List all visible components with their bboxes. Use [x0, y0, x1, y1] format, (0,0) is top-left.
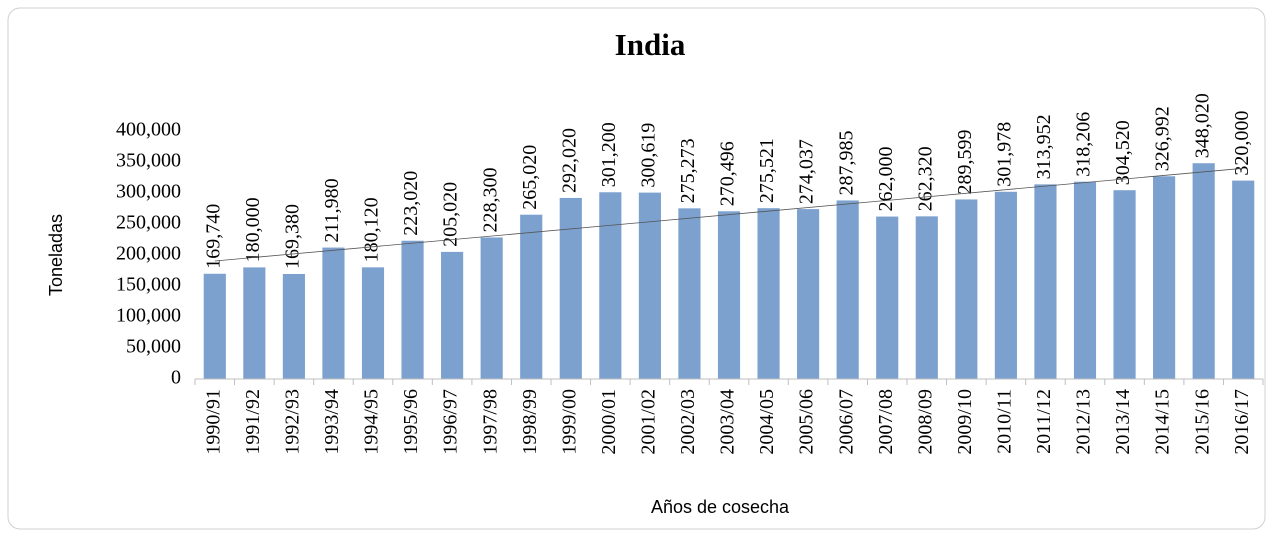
value-label: 265,020	[519, 145, 541, 210]
value-label: 262,320	[914, 146, 936, 211]
chart-border	[7, 7, 1266, 530]
bar	[1073, 181, 1097, 379]
value-label: 348,020	[1191, 93, 1213, 158]
value-label: 270,496	[717, 141, 739, 206]
value-label: 313,952	[1033, 114, 1055, 179]
x-tick-label: 2013/14	[1112, 389, 1134, 455]
bar	[559, 197, 582, 379]
bar	[203, 273, 226, 379]
x-tick-label: 1993/94	[321, 389, 343, 455]
bar	[836, 200, 859, 379]
value-label: 211,980	[321, 178, 343, 242]
x-axis-title: Años de cosecha	[651, 497, 790, 517]
value-label: 180,000	[242, 197, 264, 262]
x-tick-label: 2011/12	[1033, 389, 1055, 454]
bar	[638, 192, 661, 379]
y-tick-label: 400,000	[116, 119, 181, 141]
bar	[520, 214, 543, 379]
bar	[757, 208, 780, 379]
x-tick-label: 1999/00	[558, 389, 580, 455]
x-tick-label: 2003/04	[717, 389, 739, 455]
bar	[441, 251, 464, 379]
x-tick-label: 2007/08	[875, 389, 897, 455]
bar	[1113, 190, 1136, 379]
bar	[1034, 184, 1057, 379]
y-tick-label: 100,000	[116, 305, 181, 327]
value-label: 274,037	[796, 139, 818, 204]
trend-line	[214, 167, 1244, 262]
value-label: 320,000	[1231, 111, 1253, 176]
y-tick-label: 200,000	[116, 243, 181, 265]
bar	[915, 216, 938, 379]
x-tick-label: 1997/98	[479, 389, 501, 455]
value-label: 301,978	[993, 122, 1015, 187]
x-tick-label: 2002/03	[677, 389, 699, 455]
bar	[282, 273, 305, 379]
value-label: 169,740	[202, 204, 224, 269]
value-label: 318,206	[1073, 112, 1095, 177]
bar	[599, 192, 622, 379]
bar	[480, 237, 503, 379]
x-tick-label: 2001/02	[637, 389, 659, 455]
value-label: 223,020	[400, 171, 422, 236]
bar	[322, 247, 345, 379]
bar	[797, 209, 820, 379]
value-label: 180,120	[361, 197, 383, 262]
x-tick-label: 1998/99	[519, 389, 541, 455]
x-tick-label: 2000/01	[598, 389, 620, 455]
value-label: 205,020	[440, 182, 462, 247]
x-tick-label: 2006/07	[835, 389, 857, 455]
x-tick-label: 1992/93	[281, 389, 303, 455]
bar	[1232, 180, 1255, 379]
x-tick-label: 2015/16	[1191, 389, 1213, 455]
y-tick-label: 300,000	[116, 181, 181, 203]
bar	[1192, 163, 1215, 379]
y-tick-label: 250,000	[116, 212, 181, 234]
bar	[243, 267, 266, 379]
x-tick-label: 2014/15	[1152, 389, 1174, 455]
bar	[876, 216, 899, 379]
x-tick-label: 1994/95	[361, 389, 383, 455]
value-label: 289,599	[954, 129, 976, 194]
x-tick-label: 2010/11	[993, 389, 1015, 454]
x-tick-label: 1991/92	[242, 389, 264, 455]
value-label: 287,985	[835, 130, 857, 195]
x-tick-label: 1996/97	[440, 389, 462, 455]
value-label: 262,000	[875, 147, 897, 212]
y-axis-title: Toneladas	[46, 214, 66, 296]
x-tick-label: 2008/09	[914, 389, 936, 455]
x-tick-label: 1995/96	[400, 389, 422, 455]
value-label: 169,380	[281, 204, 303, 269]
y-tick-label: 350,000	[116, 150, 181, 172]
x-tick-label: 2004/05	[756, 389, 778, 455]
value-label: 304,520	[1112, 120, 1134, 185]
bar	[717, 211, 741, 379]
bar	[1153, 176, 1176, 379]
y-tick-label: 150,000	[116, 274, 181, 296]
chart-title: India	[615, 27, 686, 62]
x-tick-label: 2005/06	[796, 389, 818, 455]
bar	[955, 199, 978, 379]
x-tick-label: 2012/13	[1073, 389, 1095, 455]
x-tick-label: 2009/10	[954, 389, 976, 455]
value-label: 275,521	[756, 138, 778, 203]
x-tick-label: 1990/91	[202, 389, 224, 455]
value-label: 275,273	[677, 138, 699, 203]
bar	[994, 191, 1017, 379]
value-label: 292,020	[558, 128, 580, 193]
y-tick-label: 50,000	[126, 336, 181, 358]
bar	[361, 267, 385, 379]
value-label: 300,619	[637, 123, 659, 188]
value-label: 301,200	[598, 122, 620, 187]
y-tick-label: 0	[171, 367, 181, 389]
value-label: 228,300	[479, 167, 501, 232]
value-label: 326,992	[1152, 106, 1174, 171]
bar	[678, 208, 701, 379]
x-tick-label: 2016/17	[1231, 389, 1253, 455]
bar	[401, 240, 424, 379]
